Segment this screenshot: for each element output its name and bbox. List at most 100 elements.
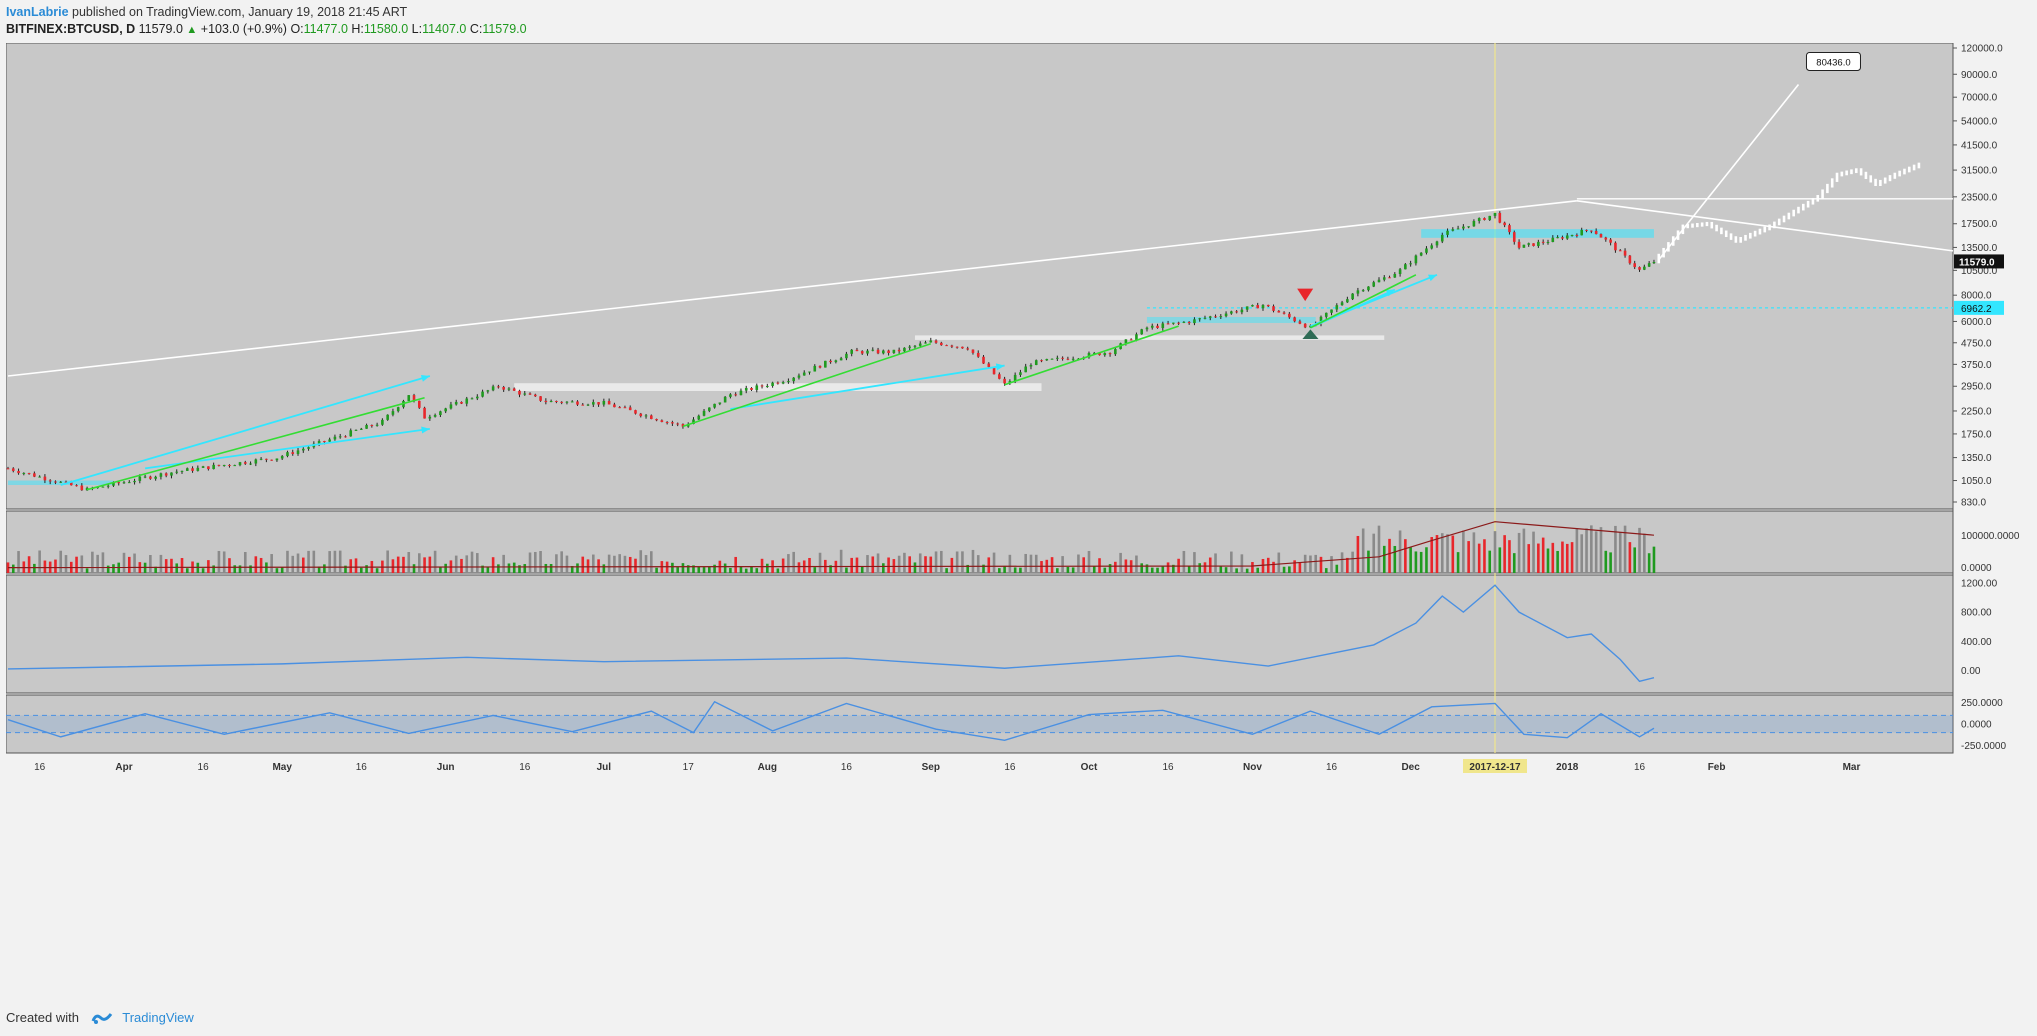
candle-body (1029, 364, 1033, 367)
projection-bar (1676, 230, 1680, 240)
candle-body (365, 425, 368, 429)
volume-bar (1477, 543, 1481, 573)
price-change: +103.0 (+0.9%) (200, 22, 287, 36)
candle-body (718, 402, 722, 404)
candle-body (1056, 357, 1059, 359)
candle-body (1398, 269, 1402, 274)
candle-body (945, 345, 948, 347)
candle-body (592, 402, 595, 405)
osc1-line (7, 584, 1655, 683)
volume-bar (1551, 542, 1555, 573)
volume-bar (85, 568, 89, 573)
volume-bar (1182, 550, 1186, 573)
candle-body (845, 353, 848, 359)
volume-bar (639, 550, 643, 573)
price-tick-label: 54000.0 (1961, 116, 1998, 127)
candle-body (149, 476, 152, 479)
candle-body (444, 408, 447, 412)
candle-body (644, 415, 648, 417)
volume-bar (512, 562, 516, 573)
candle-body (539, 396, 542, 401)
projection-bar (1854, 168, 1858, 174)
cyan-arrowhead (421, 426, 430, 434)
high-label: H: (351, 22, 364, 36)
candle-body (555, 401, 558, 403)
volume-bar (1372, 533, 1376, 573)
volume-bar (1430, 537, 1434, 573)
candle-body (1628, 255, 1632, 264)
volume-bar (1314, 554, 1318, 573)
candle-body (1404, 264, 1407, 270)
volume-bar (676, 567, 679, 573)
price-tick-label: 6000.0 (1961, 317, 1992, 328)
author-link[interactable]: IvanLabrie (6, 5, 69, 19)
candle-body (207, 466, 210, 470)
volume-bar (1114, 561, 1117, 573)
candle-body (776, 382, 780, 384)
volume-bar (460, 558, 463, 573)
candle-body (291, 452, 295, 454)
cyan-arrowhead (1427, 274, 1437, 282)
candle-body (217, 464, 221, 466)
volume-bar (207, 560, 210, 573)
candle-body (1456, 228, 1460, 230)
volume-bar (776, 568, 780, 573)
volume-bar (702, 567, 706, 573)
volume-bar (1652, 546, 1656, 573)
volume-bar (1288, 566, 1291, 573)
candle-body (534, 394, 537, 397)
volume-bar (502, 554, 505, 573)
projection-bar (1787, 212, 1791, 220)
candle-body (201, 466, 205, 468)
candle-body (1388, 277, 1391, 279)
osc1-tick-label: 800.00 (1961, 608, 1992, 619)
candle-body (122, 482, 126, 484)
candle-body (481, 391, 484, 397)
volume-bar (1435, 535, 1439, 573)
volume-bar (1261, 558, 1265, 573)
price-chart[interactable]: 120000.0 90000.0 70000.0 54000.0 41500.0 3150… (5, 42, 2031, 1001)
volume-bar (1050, 557, 1054, 573)
candle-body (1129, 339, 1133, 341)
candle-body (1340, 302, 1344, 306)
published-text: published on TradingView.com, January 19… (72, 5, 408, 19)
volume-bar (528, 552, 532, 573)
close-label: C: (469, 22, 483, 36)
candle-body (1177, 322, 1180, 324)
volume-bar (1532, 531, 1535, 573)
candle-body (1508, 225, 1511, 233)
volume-bar (1546, 548, 1550, 573)
candle-body (1251, 305, 1254, 307)
volume-bar (1393, 545, 1397, 573)
x-tick-label: 16 (1163, 762, 1175, 773)
projection-bar (1879, 179, 1882, 186)
volume-bar (170, 558, 173, 573)
volume-bar (243, 552, 247, 573)
candle-body (1224, 313, 1228, 317)
volume-bar (945, 568, 948, 573)
candle-body (766, 385, 769, 387)
candle-body (586, 404, 590, 406)
volume-bar (1003, 565, 1006, 573)
volume-bar (876, 553, 880, 573)
volume-bar (744, 568, 748, 573)
volume-bar (634, 558, 637, 573)
candle-body (613, 404, 616, 408)
volume-bar (570, 565, 574, 573)
candle-body (1503, 222, 1506, 226)
candle-body (38, 476, 41, 478)
candle-body (1024, 366, 1027, 373)
chart-area[interactable]: 120000.0 90000.0 70000.0 54000.0 41500.0 3150… (5, 42, 2031, 1001)
volume-bar (454, 555, 458, 573)
tradingview-link[interactable]: TradingView (122, 1010, 194, 1025)
candle-body (1446, 230, 1449, 235)
volume-bar (897, 555, 901, 573)
candle-body (1462, 226, 1465, 229)
volume-bar (813, 567, 817, 573)
candle-body (1419, 252, 1423, 256)
volume-bar (628, 556, 632, 573)
price-tick-label: 1350.0 (1961, 453, 1992, 464)
candle-body (882, 350, 885, 354)
projection-bar (1691, 223, 1694, 228)
volume-bar (1522, 528, 1526, 573)
